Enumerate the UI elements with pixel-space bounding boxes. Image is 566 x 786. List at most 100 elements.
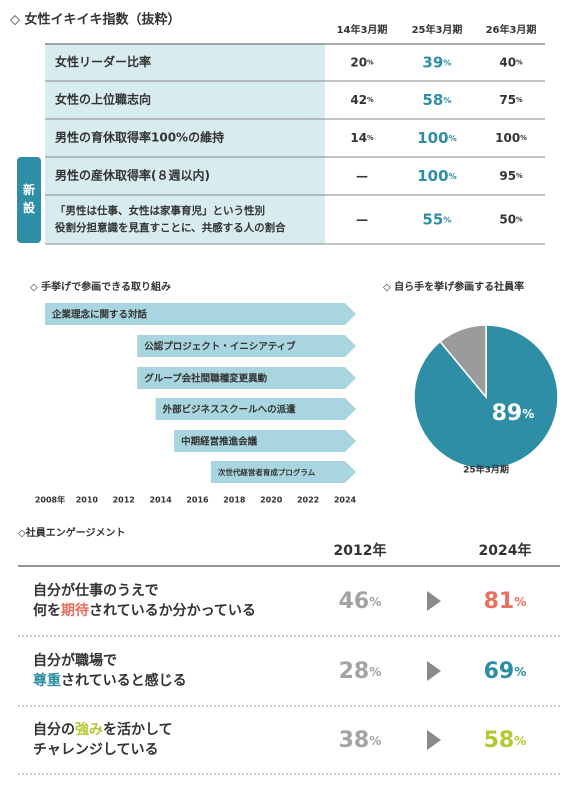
column-header: 2012年 [334,542,387,559]
initiative-bar [210,461,356,483]
table-value: — [356,169,368,183]
table-value-value: 58 [422,91,443,109]
new-tag-char: 新 [23,182,35,197]
initiative-bar [155,398,356,420]
initiative-bar [137,367,356,389]
table-value: 100% [417,167,457,185]
initiative-label: 中期経営推進会議 [181,436,258,448]
value-2024: 69% [484,659,527,684]
table-value-value: 40 [499,55,516,69]
value-2012-value: 38 [339,728,370,753]
table-value: 100% [417,129,457,147]
x-tick-label: 2024 [334,496,357,505]
arrow [427,730,441,750]
value-2024-value: 58 [484,728,515,753]
x-tick-label: 2018 [223,496,246,505]
row-label: 女性リーダー比率 [55,54,151,69]
new-tag-label: 新設 [23,182,36,215]
arrow [427,661,441,681]
table-value-unit: % [367,134,374,142]
table-value: 42% [350,93,374,107]
label-part: 何を [33,602,61,619]
row-label: 男性の育休取得率100%の維持 [55,130,224,145]
value-2012-unit: % [369,734,381,748]
initiative-label: 次世代経営者育成プログラム [218,467,316,477]
initiative-label: グループ会社間職種変更異動 [144,373,267,385]
label-part: 尊重 [33,672,61,689]
row-label: 役割分担意識を見直すことに、共感する人の割合 [54,221,286,234]
table-value-value: 100 [495,131,520,145]
label-cell [45,119,325,157]
label-part: チャレンジしている [33,742,158,758]
row-label: 男性の産休取得率(８週以内) [55,168,210,183]
value-2024-unit: % [514,734,526,748]
table-value-unit: % [516,96,523,104]
initiative-bar [174,430,356,452]
x-tick-label: 2014 [149,496,172,505]
table-value: 100% [495,131,527,145]
table-value: 39% [422,53,451,71]
engagement-label: 自分が職場で [33,652,117,669]
label-cell [45,157,325,195]
table-value-unit: % [520,134,527,142]
table-value: 75% [499,93,523,107]
pie-subtitle: 25年3月期 [463,464,509,476]
column-header: 2024年 [479,542,532,559]
value-2012: 46% [339,589,382,614]
section-title: ◇ 女性イキイキ指数（抜粋） [10,12,181,28]
x-tick-label: 2022 [297,496,319,505]
table-value-value: 39 [422,53,443,71]
label-part: 自分が職場で [33,652,117,669]
table-value-value: — [356,169,368,183]
value-2024: 81% [484,589,527,614]
label-cell [45,44,325,81]
table-value-value: 50 [499,212,516,226]
initiative-label: 公認プロジェクト・イニシアティブ [144,341,296,353]
table-value-unit: % [516,59,523,67]
engagement-label: 自分の強みを活かして [33,721,173,738]
column-header: 14年3月期 [337,23,388,36]
label-part: されていると感じる [61,672,187,689]
label-cell [45,195,325,244]
table-value-value: — [356,212,368,226]
row-label: 「男性は仕事、女性は家事育児」という性別 [55,204,265,217]
table-value-unit: % [443,95,451,105]
section-title: ◇社員エンゲージメント [18,526,126,539]
x-tick-label: 2020 [260,496,283,505]
table-value-value: 100 [417,167,448,185]
table-value-unit: % [367,59,374,67]
row-label: 女性の上位職志向 [55,92,151,107]
table-value-value: 100 [417,129,448,147]
engagement-label: 何を期待されているか分かっている [33,602,256,619]
table-value-value: 42 [350,93,367,107]
table-value-unit: % [516,172,523,180]
pie-slice [439,324,487,400]
engagement-label: 自分が仕事のうえで [33,582,159,599]
label-part: 期待 [61,602,89,619]
arrow [427,591,441,611]
table-value-unit: % [443,57,451,67]
label-part: 強み [75,721,103,738]
new-tag [17,157,41,243]
value-2024-unit: % [514,665,526,679]
x-tick-label: 2008年 [35,495,65,505]
value-2012-unit: % [369,665,381,679]
value-2012-value: 46 [339,589,370,614]
table-value: 55% [422,210,451,228]
label-part: 自分が仕事のうえで [33,582,159,599]
table-value: 20% [350,55,374,69]
label-cell [45,81,325,119]
initiative-label: 外部ビジネススクールへの派遣 [162,404,297,416]
table-value: 95% [499,169,523,183]
initiative-bar [45,303,356,325]
value-2024-value: 81 [484,589,515,614]
engagement-label: 尊重されていると感じる [33,672,187,689]
table-value-value: 55 [422,210,443,228]
x-tick-label: 2012 [113,496,135,505]
x-tick-label: 2010 [76,496,99,505]
value-2024-unit: % [514,595,526,609]
pie-value-label-value: 89 [492,401,523,426]
table-value: 58% [422,91,451,109]
value-2012: 28% [339,659,382,684]
table-value: — [356,212,368,226]
